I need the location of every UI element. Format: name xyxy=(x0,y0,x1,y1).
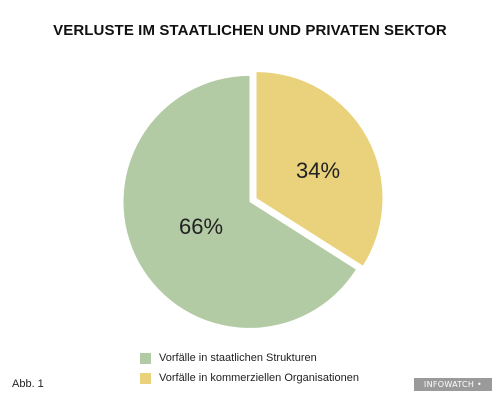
pie-slice-staatlich xyxy=(123,75,356,328)
data-label-kommerziell: 34% xyxy=(296,158,340,183)
credit-badge: INFOWATCH • 2007 xyxy=(414,378,492,402)
legend-item-staatlich: Vorfälle in staatlichen Strukturen xyxy=(140,348,359,368)
legend-label-staatlich: Vorfälle in staatlichen Strukturen xyxy=(159,352,317,364)
data-label-staatlich: 66% xyxy=(179,214,223,239)
legend-swatch-staatlich xyxy=(140,352,151,364)
figure-label: Abb. 1 xyxy=(12,378,44,390)
legend-label-kommerziell: Vorfälle in kommerziellen Organisationen xyxy=(159,372,359,384)
legend-swatch-kommerziell xyxy=(140,372,151,384)
pie-slice-kommerziell xyxy=(256,72,383,266)
chart-title: VERLUSTE IM STAATLICHEN UND PRIVATEN SEK… xyxy=(53,22,447,39)
legend-item-kommerziell: Vorfälle in kommerziellen Organisationen xyxy=(140,368,359,388)
legend: Vorfälle in staatlichen Strukturen Vorfä… xyxy=(140,348,359,388)
